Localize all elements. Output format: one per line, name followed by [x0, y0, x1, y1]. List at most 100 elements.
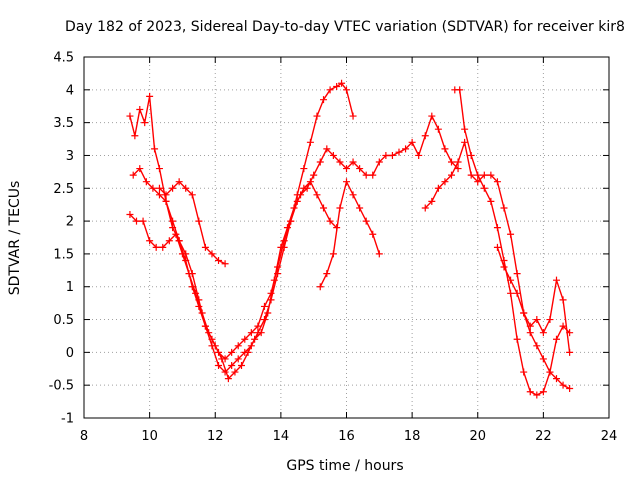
data-point — [146, 92, 154, 100]
series-track-4 — [155, 178, 229, 268]
data-point — [362, 171, 370, 179]
x-tick-label: 20 — [469, 429, 486, 444]
data-point — [316, 283, 324, 291]
data-point — [566, 384, 574, 392]
data-point — [251, 335, 259, 343]
y-tick-label: -1 — [61, 412, 74, 427]
data-point — [188, 191, 196, 199]
data-point — [421, 204, 429, 212]
data-point — [533, 342, 541, 350]
y-tick-label: 4.5 — [53, 51, 74, 66]
data-point — [559, 322, 567, 330]
data-point — [382, 151, 390, 159]
data-point — [507, 276, 515, 284]
data-point — [244, 348, 252, 356]
series-track-1 — [126, 79, 357, 376]
data-point — [526, 388, 534, 396]
x-tick-label: 10 — [141, 429, 158, 444]
data-point — [553, 335, 560, 343]
series-line — [129, 82, 354, 373]
series-track-6 — [421, 138, 574, 392]
data-point — [539, 388, 547, 396]
y-tick-label: 1 — [66, 280, 74, 295]
data-point — [310, 171, 318, 179]
data-point — [300, 165, 308, 173]
data-point — [267, 289, 275, 297]
data-point — [215, 361, 223, 369]
data-point — [155, 184, 163, 192]
data-point — [513, 335, 521, 343]
data-point — [428, 112, 436, 120]
data-point — [131, 132, 139, 140]
data-point — [454, 158, 462, 166]
plot-area — [126, 79, 574, 399]
data-point — [201, 322, 209, 330]
data-point — [320, 96, 328, 104]
data-point — [126, 112, 134, 120]
data-point — [306, 138, 314, 146]
data-point — [500, 263, 508, 271]
series-line — [319, 180, 380, 288]
data-point — [513, 289, 521, 297]
data-point — [507, 230, 515, 238]
data-point — [448, 171, 455, 179]
data-point — [533, 391, 541, 399]
x-axis-label: GPS time / hours — [286, 458, 403, 474]
data-point — [126, 211, 134, 219]
series-track-2 — [126, 112, 462, 383]
data-point — [175, 178, 183, 186]
data-point — [461, 125, 469, 133]
data-point — [343, 165, 350, 173]
data-point — [456, 86, 464, 94]
data-point — [238, 361, 245, 369]
data-point — [257, 329, 265, 337]
data-point — [553, 276, 560, 284]
data-point — [231, 368, 239, 376]
data-point — [224, 375, 232, 383]
data-point — [228, 361, 236, 369]
data-point — [208, 250, 216, 258]
data-point — [448, 158, 455, 166]
data-point — [369, 230, 377, 238]
data-point — [228, 348, 236, 356]
data-point — [493, 224, 501, 232]
data-point — [454, 165, 462, 173]
x-tick-label: 8 — [80, 429, 88, 444]
series-line — [496, 247, 571, 353]
y-axis-label: SDTVAR / TECUs — [7, 181, 23, 296]
data-point — [474, 178, 482, 186]
data-point — [343, 86, 350, 94]
data-point — [375, 158, 383, 166]
chart-title: Day 182 of 2023, Sidereal Day-to-day VTE… — [65, 19, 625, 35]
data-point — [480, 184, 488, 192]
data-point — [487, 171, 495, 179]
data-point — [155, 191, 163, 199]
data-point — [539, 329, 547, 337]
data-point — [566, 348, 574, 356]
data-point — [133, 217, 140, 225]
data-point — [287, 217, 295, 225]
data-point — [280, 237, 288, 245]
series-track-5 — [316, 178, 383, 291]
data-point — [162, 197, 170, 205]
data-point — [338, 79, 346, 87]
data-point — [182, 184, 190, 192]
data-point — [553, 375, 560, 383]
data-point — [559, 381, 567, 389]
data-point — [434, 125, 442, 133]
x-tick-label: 22 — [535, 429, 552, 444]
data-point — [349, 191, 357, 199]
data-point — [375, 250, 383, 258]
data-point — [208, 335, 216, 343]
x-tick-label: 18 — [404, 429, 421, 444]
data-point — [313, 191, 321, 199]
data-point — [195, 217, 203, 225]
data-point — [329, 151, 337, 159]
data-point — [461, 138, 469, 146]
data-point — [395, 148, 403, 156]
data-point — [326, 86, 334, 94]
data-point — [559, 296, 567, 304]
data-point — [201, 243, 209, 251]
y-tick-label: 1.5 — [53, 247, 74, 262]
